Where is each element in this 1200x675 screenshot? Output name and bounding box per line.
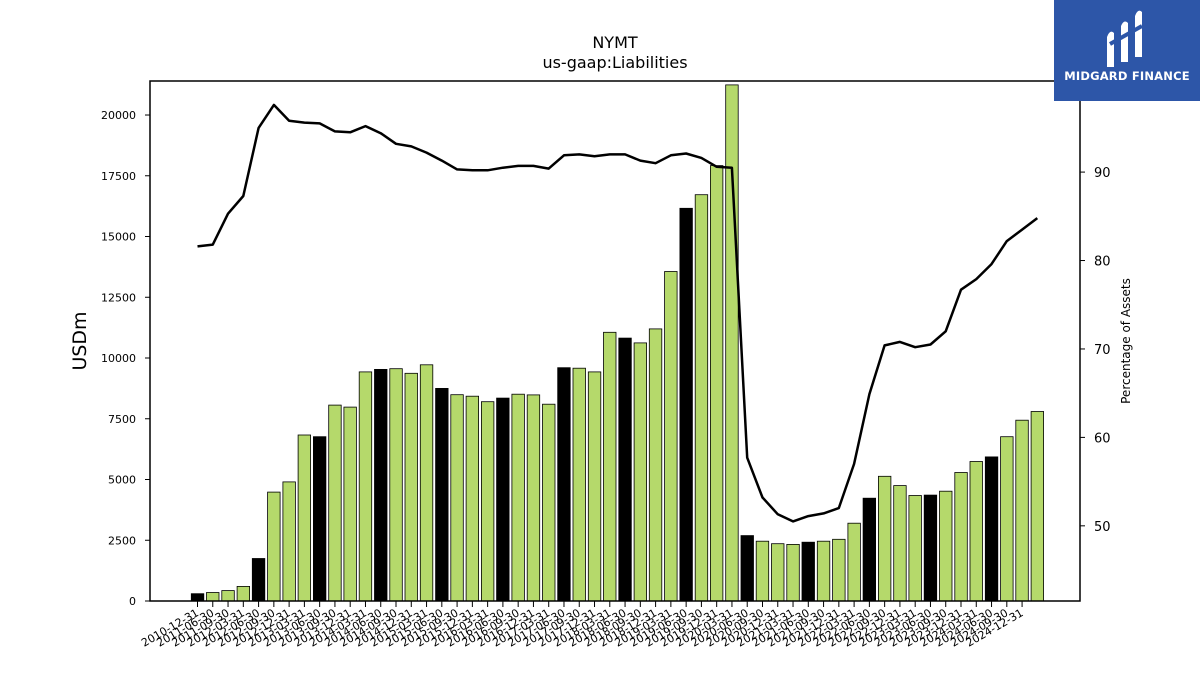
y-tick-label: 12500 bbox=[101, 291, 136, 304]
x-axis: 2010-12-312011-06-302011-09-302012-03-31… bbox=[139, 601, 1026, 650]
y-axis-right: 50 60 70 80 90 bbox=[1080, 166, 1111, 535]
bar bbox=[374, 368, 388, 602]
y-right-tick-label: 90 bbox=[1094, 166, 1111, 181]
bar bbox=[679, 207, 693, 602]
bar bbox=[862, 497, 876, 602]
logo-text: MIDGARD FINANCE bbox=[1064, 69, 1190, 83]
logo-mark-icon bbox=[1107, 10, 1143, 68]
bar bbox=[908, 495, 922, 602]
y-right-tick-label: 60 bbox=[1094, 431, 1111, 446]
bar bbox=[1000, 436, 1014, 602]
bar bbox=[816, 540, 831, 602]
bar bbox=[465, 395, 480, 602]
bar bbox=[480, 401, 495, 602]
bar bbox=[435, 387, 449, 602]
percentage-line bbox=[197, 103, 1039, 523]
bar bbox=[206, 592, 220, 602]
bar bbox=[725, 84, 739, 602]
bar bbox=[893, 485, 907, 602]
bar bbox=[312, 436, 327, 602]
bar bbox=[878, 475, 892, 602]
bar bbox=[358, 371, 373, 602]
bar bbox=[969, 461, 983, 602]
bar bbox=[801, 541, 815, 602]
chart-title: NYMT bbox=[592, 33, 638, 52]
bar bbox=[526, 394, 541, 602]
y-tick-label: 2500 bbox=[108, 534, 136, 547]
bar bbox=[542, 403, 556, 602]
bar bbox=[389, 368, 403, 602]
chart-subtitle: us-gaap:Liabilities bbox=[542, 53, 687, 72]
y-right-tick-label: 50 bbox=[1094, 520, 1111, 535]
bar bbox=[557, 367, 571, 602]
bar bbox=[664, 271, 678, 602]
bar bbox=[511, 393, 525, 602]
bar bbox=[603, 331, 617, 602]
y-tick-label: 0 bbox=[129, 595, 136, 608]
bar bbox=[450, 394, 464, 602]
bar bbox=[984, 456, 999, 602]
bar bbox=[1015, 419, 1029, 602]
y-tick-label: 10000 bbox=[101, 352, 136, 365]
bar bbox=[587, 371, 602, 602]
bar bbox=[832, 538, 846, 602]
y-tick-label: 15000 bbox=[101, 231, 136, 244]
bar bbox=[954, 472, 968, 602]
bar bbox=[404, 372, 418, 602]
bar-series bbox=[190, 84, 1044, 602]
line-series bbox=[197, 103, 1039, 523]
bar bbox=[297, 434, 312, 602]
y-tick-label: 20000 bbox=[101, 109, 136, 122]
y-tick-label: 7500 bbox=[108, 413, 136, 426]
bar bbox=[618, 337, 632, 602]
y-axis-left: 0 2500 5000 7500 10000 12500 15000 17500 20000 bbox=[101, 109, 150, 608]
bar bbox=[694, 194, 709, 602]
bar bbox=[267, 491, 281, 602]
bar bbox=[710, 165, 724, 602]
y-tick-label: 5000 bbox=[108, 474, 136, 487]
bar bbox=[419, 364, 434, 602]
bar bbox=[740, 535, 754, 602]
bar bbox=[1030, 411, 1044, 602]
bar bbox=[343, 406, 357, 602]
bar bbox=[633, 342, 647, 602]
bar bbox=[221, 590, 235, 602]
bar bbox=[786, 544, 800, 602]
y-axis-label-left: USDm bbox=[69, 311, 91, 370]
plot-frame bbox=[149, 80, 1081, 602]
bar bbox=[923, 494, 938, 602]
bar bbox=[190, 593, 205, 602]
midgard-finance-logo: MIDGARD FINANCE bbox=[1054, 0, 1200, 101]
bar bbox=[236, 586, 251, 602]
bar bbox=[572, 367, 586, 602]
bar bbox=[939, 490, 953, 602]
y-right-tick-label: 70 bbox=[1094, 343, 1111, 358]
bar bbox=[251, 558, 266, 602]
bar bbox=[328, 404, 342, 602]
bar bbox=[755, 540, 770, 602]
bar bbox=[771, 543, 785, 602]
y-tick-label: 17500 bbox=[101, 170, 136, 183]
bar bbox=[282, 481, 296, 602]
y-axis-label-right: Percentage of Assets bbox=[1119, 278, 1133, 404]
bar bbox=[648, 328, 663, 602]
bar bbox=[847, 522, 861, 602]
y-right-tick-label: 80 bbox=[1094, 255, 1111, 270]
bar bbox=[496, 397, 510, 602]
